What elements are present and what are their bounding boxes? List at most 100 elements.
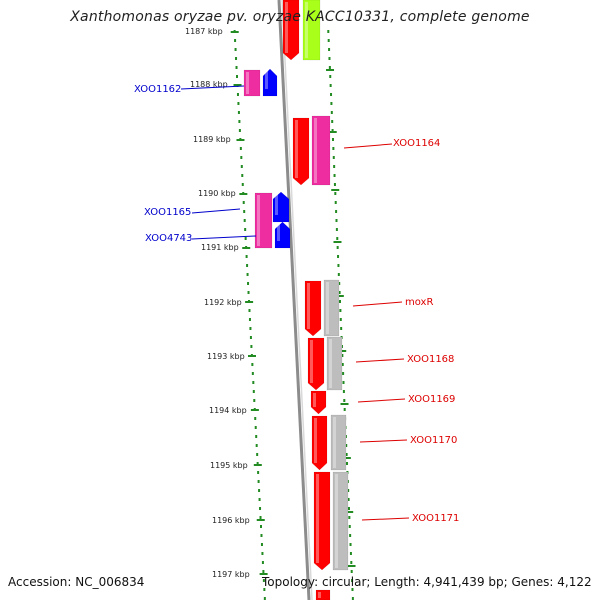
inner-tick-rail-dot: [236, 93, 239, 96]
gene-blue-1165-shine: [275, 194, 278, 215]
gene-label-left: XOO1165: [144, 207, 191, 218]
outer-tick-rail-dot: [349, 543, 352, 546]
outer-tick-rail-dot: [329, 75, 332, 78]
inner-tick-rail-dot: [255, 444, 258, 447]
gene-gray-1170: [330, 414, 347, 471]
outer-tick-rail-dot: [329, 84, 332, 87]
outer-tick-rail-dot: [349, 552, 352, 555]
outer-tick-rail-dot: [332, 156, 335, 159]
major-tick: [247, 355, 256, 357]
gene-red-moxr-shine: [307, 283, 310, 329]
gene-xoo4743: [274, 221, 291, 249]
outer-tick-rail-dot: [327, 39, 330, 42]
genome-backbone-highlight: [281, 0, 313, 601]
inner-tick-rail-dot: [247, 282, 250, 285]
genome-summary: Topology: circular; Length: 4,941,439 bp…: [262, 575, 592, 589]
gene-xoo1168: [326, 336, 343, 391]
major-tick: [340, 403, 349, 405]
inner-tick-rail-dot: [254, 426, 257, 429]
outer-tick-rail-dot: [335, 210, 338, 213]
inner-tick-rail-dot: [237, 111, 240, 114]
inner-tick-rail-dot: [261, 552, 264, 555]
major-tick: [230, 31, 239, 33]
inner-tick-rail-dot: [252, 381, 255, 384]
outer-tick-rail-dot: [343, 399, 346, 402]
gene-moxr: [323, 279, 340, 337]
outer-tick-rail-dot: [347, 507, 350, 510]
major-tick: [333, 241, 342, 243]
inner-tick-rail-dot: [239, 147, 242, 150]
gene-red-top-shine: [285, 2, 288, 53]
inner-tick-rail-dot: [235, 66, 238, 69]
outer-tick-rail-dot: [342, 372, 345, 375]
kbp-label: 1189 kbp: [193, 135, 231, 144]
gene-green-top-shine: [305, 2, 308, 58]
inner-tick-rail-dot: [235, 57, 238, 60]
outer-tick-rail-dot: [349, 534, 352, 537]
outer-tick-rail-dot: [328, 66, 331, 69]
inner-tick-rail-dot: [250, 345, 253, 348]
outer-tick-rail-dot: [337, 255, 340, 258]
right-label-leader: [361, 517, 410, 521]
outer-tick-rail-dot: [340, 327, 343, 330]
gene-blue-1162-shine: [265, 71, 268, 89]
gene-xoo1165: [254, 192, 273, 249]
outer-tick-rail-dot: [331, 138, 334, 141]
major-tick: [242, 247, 251, 249]
outer-tick-rail-dot: [328, 48, 331, 51]
outer-tick-rail-dot: [330, 93, 333, 96]
gene-red-1164: [292, 117, 310, 186]
gene-xoo1164: [311, 115, 331, 186]
outer-tick-rail-dot: [331, 129, 334, 132]
inner-tick-rail-dot: [248, 309, 251, 312]
gene-label-left: XOO1162: [134, 84, 181, 95]
outer-tick-rail-dot: [332, 147, 335, 150]
gene-xoo1168-shine: [329, 339, 332, 388]
outer-tick-rail-dot: [328, 57, 331, 60]
gene-blue-1165: [272, 191, 290, 223]
gene-gray-1171-shine: [335, 474, 338, 568]
gene-red-1168-shine: [310, 340, 313, 383]
gene-label-right: XOO1169: [408, 394, 455, 405]
gene-label-right: moxR: [405, 297, 433, 308]
right-label-leader: [355, 358, 405, 363]
inner-tick-rail-dot: [262, 570, 265, 573]
inner-tick-rail-dot: [259, 507, 262, 510]
left-label-leader: [191, 208, 241, 214]
inner-tick-rail-dot: [253, 399, 256, 402]
inner-tick-rail-dot: [243, 210, 246, 213]
outer-tick-rail-dot: [345, 453, 348, 456]
gene-red-moxr: [304, 280, 322, 337]
inner-tick-rail-dot: [246, 264, 249, 267]
kbp-label: 1190 kbp: [198, 189, 236, 198]
right-label-leader: [352, 301, 403, 307]
gene-xoo1169-shine: [313, 393, 316, 407]
inner-tick-rail-dot: [261, 561, 264, 564]
inner-tick-rail-dot: [260, 534, 263, 537]
outer-tick-rail-dot: [336, 237, 339, 240]
inner-tick-rail-dot: [256, 453, 259, 456]
gene-xoo1171: [313, 471, 331, 571]
outer-tick-rail-dot: [327, 30, 330, 33]
kbp-label: 1191 kbp: [201, 243, 239, 252]
gene-xoo1170-shine: [314, 418, 317, 463]
gene-xoo1164-shine: [314, 118, 317, 183]
inner-tick-rail-dot: [240, 156, 243, 159]
major-tick: [245, 301, 254, 303]
gene-xoo1171-shine: [316, 474, 319, 563]
outer-tick-rail-dot: [341, 363, 344, 366]
inner-tick-rail-dot: [260, 543, 263, 546]
inner-tick-rail-dot: [262, 579, 265, 582]
major-tick: [253, 464, 262, 466]
outer-tick-rail-dot: [350, 561, 353, 564]
inner-tick-rail-dot: [242, 201, 245, 204]
inner-tick-rail-dot: [244, 228, 247, 231]
gene-green-top: [302, 0, 321, 61]
outer-tick-rail-dot: [341, 354, 344, 357]
major-tick: [331, 189, 340, 191]
outer-tick-rail-dot: [338, 291, 341, 294]
inner-tick-rail-dot: [238, 129, 241, 132]
inner-tick-rail-dot: [247, 291, 250, 294]
genome-title: Xanthomonas oryzae pv. oryzae KACC10331,…: [70, 9, 530, 25]
inner-tick-rail-dot: [243, 219, 246, 222]
